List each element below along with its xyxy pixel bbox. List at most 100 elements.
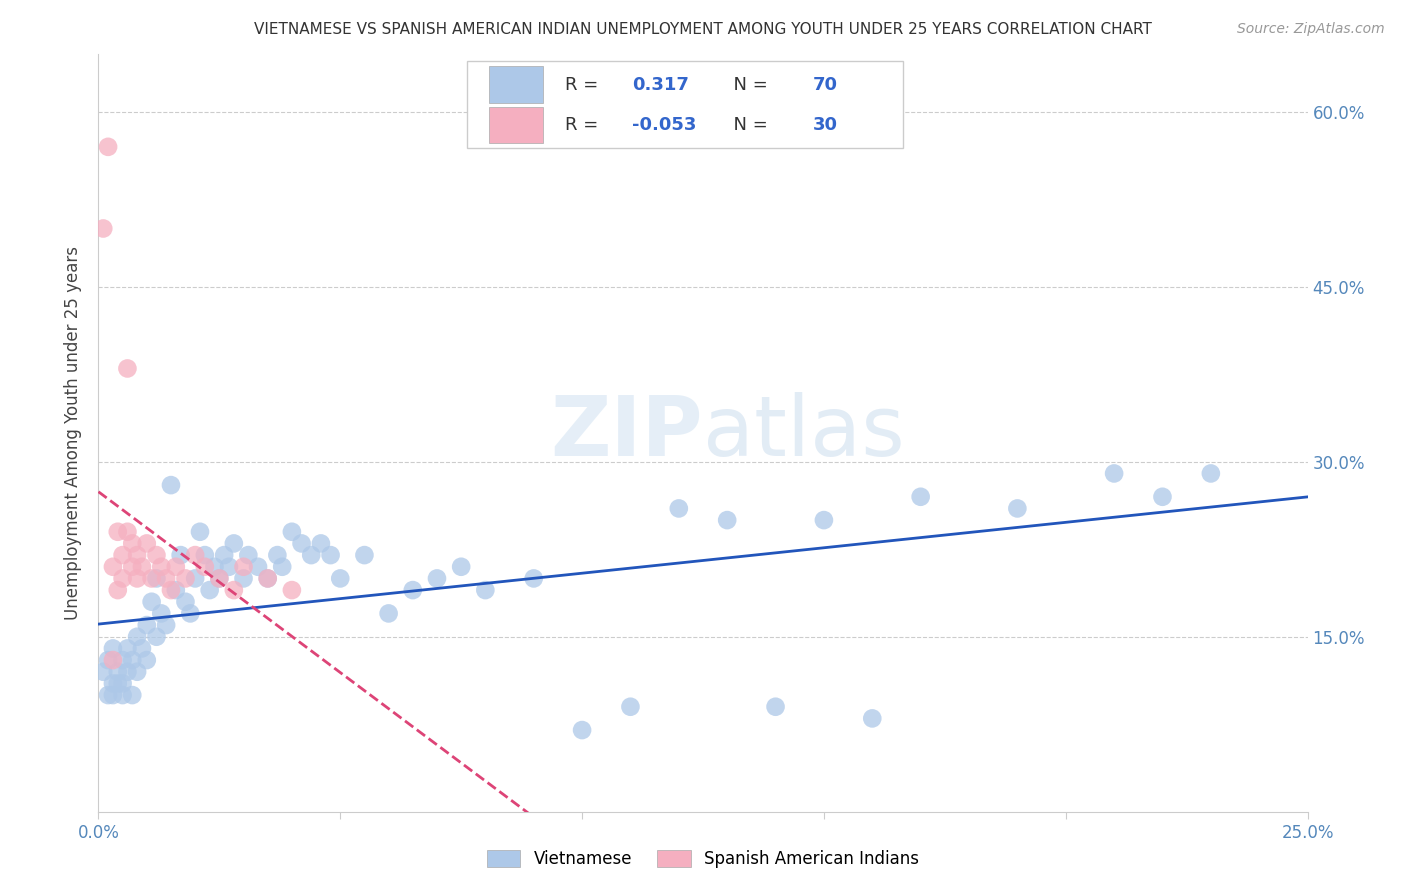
Point <box>111 571 134 585</box>
Text: N =: N = <box>723 76 773 94</box>
Point <box>232 559 254 574</box>
Point <box>107 676 129 690</box>
Point <box>135 653 157 667</box>
Point <box>101 688 124 702</box>
Text: R =: R = <box>565 76 605 94</box>
Point <box>208 571 231 585</box>
Point <box>111 688 134 702</box>
Point <box>101 676 124 690</box>
Point <box>222 583 245 598</box>
Point <box>1102 467 1125 481</box>
Point <box>117 665 139 679</box>
Point <box>402 583 425 598</box>
Point <box>150 559 173 574</box>
Point <box>121 688 143 702</box>
Point <box>97 653 120 667</box>
Point <box>101 559 124 574</box>
Text: N =: N = <box>723 116 773 134</box>
Point <box>121 653 143 667</box>
Point <box>281 583 304 598</box>
Point <box>329 571 352 585</box>
Point <box>155 618 177 632</box>
Point <box>716 513 738 527</box>
Point <box>145 630 167 644</box>
Text: 70: 70 <box>813 76 838 94</box>
Point <box>910 490 932 504</box>
Point <box>101 653 124 667</box>
Point <box>198 583 221 598</box>
Point <box>141 571 163 585</box>
Point <box>256 571 278 585</box>
Point <box>256 571 278 585</box>
Text: VIETNAMESE VS SPANISH AMERICAN INDIAN UNEMPLOYMENT AMONG YOUTH UNDER 25 YEARS CO: VIETNAMESE VS SPANISH AMERICAN INDIAN UN… <box>254 22 1152 37</box>
Text: 30: 30 <box>813 116 838 134</box>
Point <box>474 583 496 598</box>
Point <box>174 595 197 609</box>
Text: -0.053: -0.053 <box>631 116 696 134</box>
Point <box>188 524 211 539</box>
Point <box>111 676 134 690</box>
FancyBboxPatch shape <box>467 62 903 148</box>
Point <box>169 548 191 562</box>
Point <box>107 524 129 539</box>
Point <box>127 571 149 585</box>
Point <box>107 583 129 598</box>
Point <box>184 571 207 585</box>
Point <box>145 548 167 562</box>
Point <box>184 548 207 562</box>
Point <box>319 548 342 562</box>
Point <box>160 478 183 492</box>
Point <box>765 699 787 714</box>
Text: 0.317: 0.317 <box>631 76 689 94</box>
Point <box>860 711 883 725</box>
Point <box>101 641 124 656</box>
Point <box>127 548 149 562</box>
Point <box>145 571 167 585</box>
Point <box>450 559 472 574</box>
Point <box>165 559 187 574</box>
Point <box>135 536 157 550</box>
Point <box>131 641 153 656</box>
Point <box>97 140 120 154</box>
Point <box>571 723 593 737</box>
FancyBboxPatch shape <box>489 106 543 143</box>
Point <box>194 559 217 574</box>
Point <box>299 548 322 562</box>
Point <box>619 699 641 714</box>
Point <box>155 571 177 585</box>
Point <box>523 571 546 585</box>
Text: ZIP: ZIP <box>551 392 703 473</box>
Point <box>1007 501 1029 516</box>
Point <box>127 630 149 644</box>
Point <box>1199 467 1222 481</box>
Point <box>290 536 312 550</box>
Point <box>668 501 690 516</box>
Point <box>150 607 173 621</box>
FancyBboxPatch shape <box>489 66 543 103</box>
Point <box>232 571 254 585</box>
Y-axis label: Unemployment Among Youth under 25 years: Unemployment Among Youth under 25 years <box>65 245 83 620</box>
Point <box>377 607 399 621</box>
Point <box>121 536 143 550</box>
Point <box>174 571 197 585</box>
Point <box>353 548 375 562</box>
Point <box>271 559 294 574</box>
Point <box>117 361 139 376</box>
Point <box>222 536 245 550</box>
Point <box>212 548 235 562</box>
Point <box>208 571 231 585</box>
Point <box>247 559 270 574</box>
Point <box>141 595 163 609</box>
Legend: Vietnamese, Spanish American Indians: Vietnamese, Spanish American Indians <box>481 843 925 875</box>
Point <box>91 221 114 235</box>
Point <box>813 513 835 527</box>
Point <box>165 583 187 598</box>
Point <box>117 524 139 539</box>
Point <box>117 641 139 656</box>
Point <box>218 559 240 574</box>
Point <box>111 653 134 667</box>
Point <box>281 524 304 539</box>
Point <box>91 665 114 679</box>
Point <box>121 559 143 574</box>
Point <box>131 559 153 574</box>
